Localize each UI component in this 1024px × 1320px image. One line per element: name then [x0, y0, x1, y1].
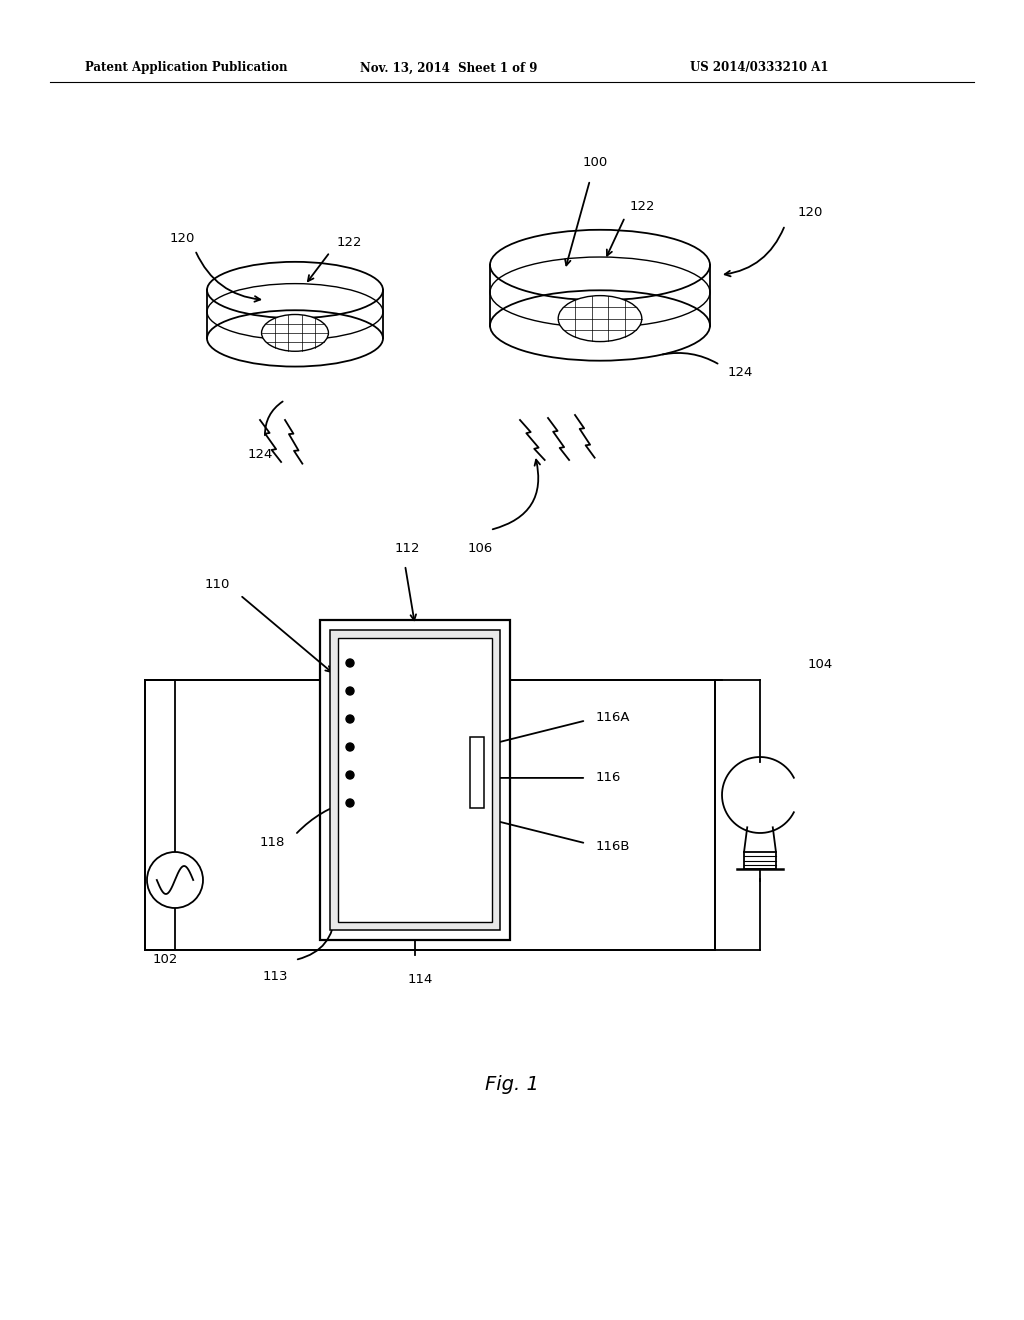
Circle shape — [346, 715, 354, 723]
Text: 112: 112 — [394, 543, 420, 554]
Bar — [319, 620, 510, 940]
Text: 124: 124 — [728, 367, 754, 380]
Bar — [330, 630, 500, 931]
Text: 116B: 116B — [596, 840, 631, 853]
Text: 104: 104 — [807, 659, 833, 672]
Circle shape — [346, 799, 354, 807]
Ellipse shape — [558, 296, 642, 342]
Text: Nov. 13, 2014  Sheet 1 of 9: Nov. 13, 2014 Sheet 1 of 9 — [360, 62, 538, 74]
Text: Fig. 1: Fig. 1 — [485, 1076, 539, 1094]
Text: 102: 102 — [153, 953, 178, 966]
Bar — [744, 851, 776, 869]
Text: 120: 120 — [798, 206, 823, 219]
Text: 120: 120 — [169, 231, 195, 244]
Circle shape — [346, 743, 354, 751]
Text: 116: 116 — [596, 771, 622, 784]
Bar — [145, 680, 715, 950]
Text: 124: 124 — [248, 447, 272, 461]
Text: 110: 110 — [205, 578, 230, 591]
Bar — [338, 638, 492, 921]
Text: US 2014/0333210 A1: US 2014/0333210 A1 — [690, 62, 828, 74]
Bar — [470, 738, 484, 808]
Circle shape — [346, 659, 354, 667]
Text: 113: 113 — [262, 970, 288, 983]
Text: 114: 114 — [408, 973, 433, 986]
Text: 116A: 116A — [596, 711, 631, 723]
Circle shape — [346, 686, 354, 696]
Text: Patent Application Publication: Patent Application Publication — [85, 62, 288, 74]
Text: 118: 118 — [260, 836, 285, 849]
Ellipse shape — [261, 314, 329, 351]
Text: 106: 106 — [467, 543, 493, 554]
Circle shape — [346, 771, 354, 779]
Text: 100: 100 — [583, 156, 607, 169]
Circle shape — [147, 851, 203, 908]
Text: 122: 122 — [337, 235, 362, 248]
Text: 122: 122 — [630, 201, 655, 214]
